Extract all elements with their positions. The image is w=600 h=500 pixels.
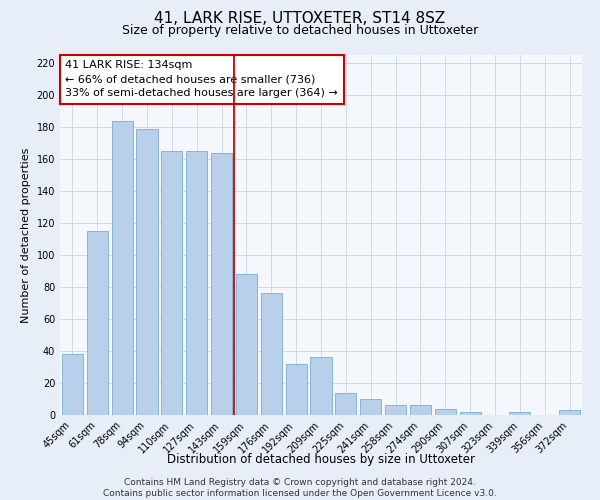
Bar	[261, 294, 282, 415]
Bar	[87, 231, 108, 415]
Y-axis label: Number of detached properties: Number of detached properties	[21, 148, 31, 322]
Bar	[460, 412, 481, 415]
Bar	[186, 151, 207, 415]
Bar	[211, 152, 232, 415]
Bar	[136, 128, 158, 415]
Bar	[509, 412, 530, 415]
Bar	[435, 408, 456, 415]
Bar	[236, 274, 257, 415]
Bar	[310, 358, 332, 415]
Bar	[62, 354, 83, 415]
Bar	[559, 410, 580, 415]
Bar	[410, 406, 431, 415]
Bar	[360, 399, 381, 415]
Text: Size of property relative to detached houses in Uttoxeter: Size of property relative to detached ho…	[122, 24, 478, 37]
Bar	[335, 392, 356, 415]
Text: 41, LARK RISE, UTTOXETER, ST14 8SZ: 41, LARK RISE, UTTOXETER, ST14 8SZ	[154, 11, 446, 26]
Bar	[286, 364, 307, 415]
Text: Contains HM Land Registry data © Crown copyright and database right 2024.
Contai: Contains HM Land Registry data © Crown c…	[103, 478, 497, 498]
Bar	[385, 406, 406, 415]
Text: 41 LARK RISE: 134sqm
← 66% of detached houses are smaller (736)
33% of semi-deta: 41 LARK RISE: 134sqm ← 66% of detached h…	[65, 60, 338, 98]
Text: Distribution of detached houses by size in Uttoxeter: Distribution of detached houses by size …	[167, 452, 475, 466]
Bar	[112, 120, 133, 415]
Bar	[161, 151, 182, 415]
